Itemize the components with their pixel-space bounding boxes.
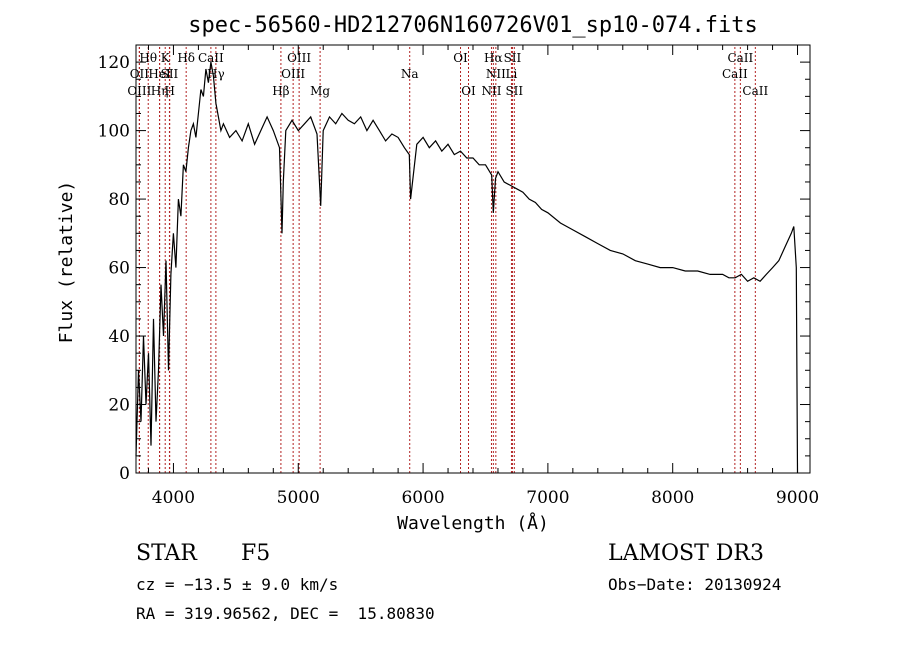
line-marker-label: HeI xyxy=(148,67,171,81)
line-marker-label: K xyxy=(161,51,171,65)
line-marker-label: Hα xyxy=(484,51,503,65)
redshift-cz: cz = −13.5 ± 9.0 km/s xyxy=(136,575,338,594)
spectrum-line xyxy=(135,61,799,474)
line-marker-label: OIII xyxy=(281,67,305,81)
coordinates: RA = 319.96562, DEC = 15.80830 xyxy=(136,604,435,623)
x-tick-label: 9000 xyxy=(776,488,819,508)
line-marker-label: Hγ xyxy=(207,67,225,81)
x-tick-label: 8000 xyxy=(651,488,694,508)
line-marker-label: OIII xyxy=(127,84,151,98)
line-marker-label: CaII xyxy=(727,51,753,65)
line-marker-label: Mg xyxy=(310,84,330,98)
line-marker-label: Hδ xyxy=(177,51,195,65)
line-markers xyxy=(138,47,756,473)
line-marker-label: NII xyxy=(486,67,506,81)
line-marker-label: Hβ xyxy=(272,84,289,98)
object-subclass: F5 xyxy=(241,541,270,566)
line-marker-label: H xyxy=(164,84,174,98)
y-tick-label: 80 xyxy=(108,190,130,210)
y-tick-label: 40 xyxy=(108,327,130,347)
object-class: STAR xyxy=(136,541,198,566)
observation-date: Obs−Date: 20130924 xyxy=(608,575,781,594)
survey-name: LAMOST DR3 xyxy=(608,541,764,566)
line-marker-label: Li xyxy=(506,67,518,81)
y-tick-label: 0 xyxy=(119,464,130,484)
line-marker-label: SII xyxy=(505,84,523,98)
x-tick-label: 4000 xyxy=(152,488,195,508)
x-axis-label: Wavelength (Å) xyxy=(397,512,549,534)
line-marker-label: CaII xyxy=(722,67,748,81)
line-marker-label: Hη xyxy=(151,84,169,98)
line-marker-label: OI xyxy=(461,84,476,98)
line-marker-label: CaII xyxy=(198,51,224,65)
x-tick-label: 7000 xyxy=(526,488,569,508)
line-marker-label: OIII xyxy=(287,51,311,65)
line-marker-label: SII xyxy=(161,67,179,81)
line-marker-label: Na xyxy=(401,67,419,81)
y-axis: 0 20 40 60 80 100 120 xyxy=(98,44,810,484)
line-marker-label: SII xyxy=(504,51,522,65)
plot-frame xyxy=(135,44,811,474)
line-marker-label: NII xyxy=(481,84,501,98)
y-axis-label: Flux (relative) xyxy=(56,181,77,344)
y-tick-label: 120 xyxy=(98,53,130,73)
chart-title: spec-56560-HD212706N160726V01_sp10-074.f… xyxy=(188,13,758,38)
line-marker-label: Hθ xyxy=(139,51,157,65)
x-tick-label: 5000 xyxy=(277,488,320,508)
line-marker-label: OI xyxy=(453,51,468,65)
line-marker-label: OII xyxy=(130,67,150,81)
y-tick-label: 20 xyxy=(108,396,130,416)
y-tick-label: 60 xyxy=(108,259,130,279)
y-tick-label: 100 xyxy=(98,122,130,142)
x-axis: 4000 5000 6000 7000 8000 9000 xyxy=(147,45,819,508)
x-tick-label: 6000 xyxy=(401,488,444,508)
line-marker-label: CaII xyxy=(742,84,768,98)
